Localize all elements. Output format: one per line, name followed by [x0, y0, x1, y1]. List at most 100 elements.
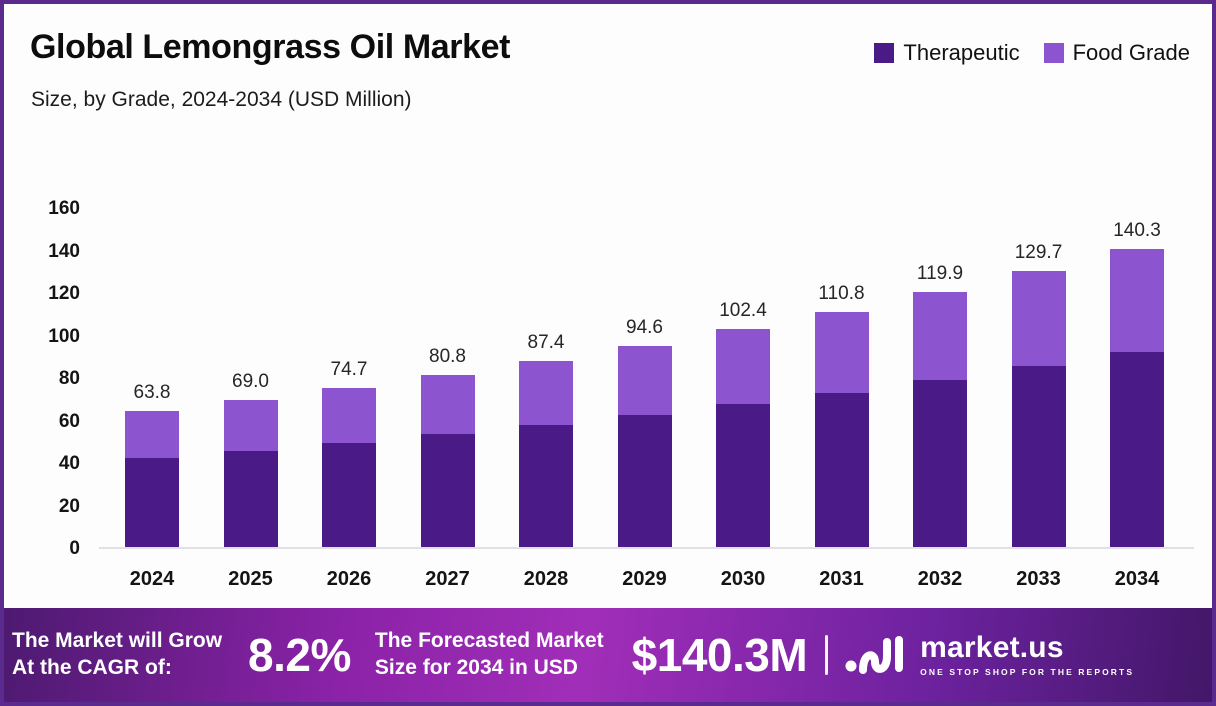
bar-stack-2027 [420, 375, 475, 547]
x-label-2027: 2027 [425, 568, 470, 590]
y-tick-40: 40 [58, 453, 80, 474]
page-title: Global Lemongrass Oil Market [30, 28, 511, 66]
x-label-2026: 2026 [326, 568, 372, 590]
x-axis: 2024 2025 2026 2027 2028 2029 2030 2031 2032 2033… [99, 568, 1194, 591]
bar-stack-2032 [913, 292, 967, 547]
legend-label-therapeutic: Therapeutic [903, 40, 1020, 65]
bar-total-label-2031: 110.8 [818, 282, 865, 304]
bar-segment-therapeutic-2027 [420, 434, 475, 547]
x-label-2028: 2028 [523, 568, 569, 590]
brand-tagline: ONE STOP SHOP FOR THE REPORTS [920, 667, 1135, 677]
bar-segment-therapeutic-2029 [617, 415, 672, 547]
x-label-2025: 2025 [228, 568, 273, 590]
forecast-value: $140.3M [631, 629, 808, 681]
bar-stack-2028 [519, 361, 573, 547]
bar-column-2030: 102.4 [716, 300, 770, 547]
bar-segment-therapeutic-2028 [519, 425, 573, 547]
forecast-label-line1: The Forecasted Market [374, 629, 604, 653]
page-subtitle: Size, by Grade, 2024-2034 (USD Million) [31, 88, 412, 111]
legend-swatch-food-grade-icon [1043, 43, 1064, 63]
x-label-2029: 2029 [622, 568, 667, 590]
legend-swatch-therapeutic-icon [874, 43, 895, 63]
bar-stack-2030 [716, 329, 770, 547]
bar-segment-food-grade-2034 [1110, 248, 1164, 352]
bar-total-label-2033: 129.7 [1014, 242, 1063, 264]
bar-column-2029: 94.6 [617, 316, 672, 547]
bar-segment-therapeutic-2034 [1110, 351, 1164, 547]
legend-item-food-grade: Food Grade [1043, 40, 1190, 66]
bar-segment-food-grade-2029 [617, 345, 672, 416]
bar-column-2024: 63.8 [125, 382, 179, 547]
bar-stack-2025 [223, 400, 278, 547]
legend-label-food-grade: Food Grade [1072, 40, 1190, 65]
bar-segment-therapeutic-2024 [125, 458, 179, 547]
bar-segment-food-grade-2024 [125, 411, 179, 459]
bar-total-label-2032: 119.9 [916, 263, 964, 285]
bar-segment-therapeutic-2025 [223, 450, 278, 547]
bar-total-label-2029: 94.6 [626, 316, 663, 338]
bar-stack-2031 [814, 311, 869, 547]
bar-segment-therapeutic-2031 [814, 392, 869, 547]
bar-segment-food-grade-2028 [519, 361, 573, 426]
bar-segment-therapeutic-2033 [1011, 366, 1066, 547]
brand-text: market.us ONE STOP SHOP FOR THE REPORTS [920, 633, 1135, 678]
bar-segment-food-grade-2031 [814, 311, 869, 393]
bar-segment-therapeutic-2032 [913, 380, 967, 547]
bar-total-label-2025: 69.0 [232, 371, 269, 393]
bar-column-2034: 140.3 [1110, 220, 1164, 547]
y-tick-20: 20 [58, 495, 80, 517]
x-label-2030: 2030 [720, 568, 766, 590]
y-tick-0: 0 [69, 538, 80, 559]
y-tick-100: 100 [48, 325, 80, 347]
bar-column-2028: 87.4 [519, 332, 573, 547]
bar-segment-therapeutic-2030 [716, 404, 770, 547]
bar-column-2025: 69.0 [223, 371, 278, 547]
bar-column-2033: 129.7 [1011, 242, 1066, 547]
bar-stack-2034 [1110, 248, 1164, 547]
bar-segment-food-grade-2027 [420, 375, 475, 435]
bar-stack-2029 [617, 345, 672, 547]
bar-segment-food-grade-2030 [716, 329, 770, 405]
bar-segment-food-grade-2032 [913, 292, 967, 380]
market-us-logo-icon [844, 626, 910, 685]
bar-segment-food-grade-2026 [322, 388, 376, 443]
x-label-2034: 2034 [1114, 568, 1160, 590]
bar-column-2027: 80.8 [420, 346, 475, 547]
bar-stack-2024 [125, 411, 179, 547]
bar-total-label-2034: 140.3 [1113, 219, 1161, 241]
x-label-2033: 2033 [1016, 568, 1061, 590]
chart-legend: Therapeutic Food Grade [874, 40, 1190, 66]
bar-segment-food-grade-2033 [1011, 271, 1066, 367]
forecast-label: The Forecasted Market Size for 2034 in U… [375, 628, 604, 682]
forecast-label-line2: Size for 2034 in USD [374, 656, 578, 679]
bar-segment-therapeutic-2026 [322, 442, 376, 547]
bar-segment-food-grade-2025 [223, 400, 278, 451]
y-tick-160: 160 [48, 198, 80, 219]
x-label-2031: 2031 [819, 568, 864, 590]
y-axis: 0 20 40 60 80 100 120 140 160 [24, 198, 80, 559]
bar-column-2032: 119.9 [913, 263, 967, 547]
y-tick-60: 60 [58, 410, 80, 432]
bar-stack-2026 [322, 388, 376, 547]
bar-column-2031: 110.8 [814, 282, 869, 547]
bar-total-label-2030: 102.4 [719, 300, 767, 322]
bar-total-label-2028: 87.4 [527, 332, 565, 354]
bar-total-label-2027: 80.8 [429, 346, 466, 368]
bar-total-label-2024: 63.8 [133, 382, 171, 404]
cagr-label-line2: At the CAGR of: [12, 656, 172, 679]
bar-column-2026: 74.7 [322, 359, 376, 547]
plot-area: 63.8 69.0 74.7 80.8 87.4 94.6 102.4 110.8 119.9 1… [99, 209, 1194, 549]
brand-logo: market.us ONE STOP SHOP FOR THE REPORTS [844, 626, 1134, 685]
cagr-value: 8.2% [248, 629, 351, 681]
y-tick-80: 80 [58, 368, 80, 389]
x-label-2032: 2032 [917, 568, 963, 590]
cagr-label-line1: The Market will Grow [12, 629, 223, 653]
bar-total-label-2026: 74.7 [330, 359, 368, 381]
bar-stack-2033 [1011, 271, 1066, 547]
banner-divider [825, 635, 829, 675]
x-label-2024: 2024 [129, 568, 175, 590]
cagr-label: The Market will Grow At the CAGR of: [12, 628, 222, 682]
legend-item-therapeutic: Therapeutic [874, 40, 1020, 66]
y-tick-120: 120 [48, 283, 80, 304]
